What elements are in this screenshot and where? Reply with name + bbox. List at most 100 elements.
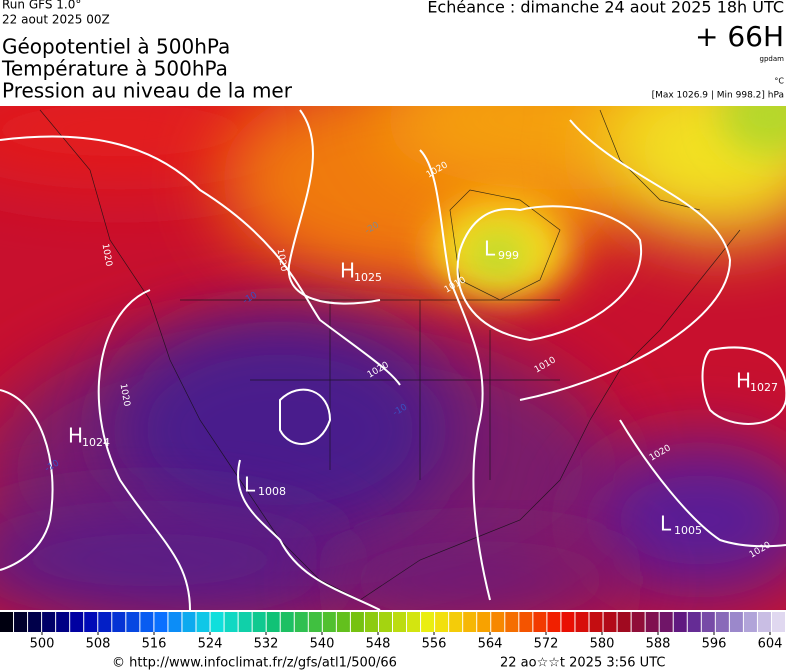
colorbar-swatch <box>603 612 617 632</box>
colorbar-tick-label: 500 <box>30 637 55 652</box>
title-line: Température à 500hPa <box>1 57 228 81</box>
pressure-center-value: 999 <box>498 249 519 262</box>
colorbar-swatch <box>407 612 421 632</box>
colorbar-swatch <box>140 612 154 632</box>
map-field <box>0 106 786 610</box>
footer-generated: 22 ao☆☆t 2025 3:56 UTC <box>500 656 665 671</box>
colorbar-swatch <box>378 612 392 632</box>
colorbar-tick-label: 604 <box>758 637 783 652</box>
pressure-center-value: 1024 <box>82 436 110 449</box>
colorbar-swatch <box>238 612 252 632</box>
colorbar-swatch <box>350 612 364 632</box>
colorbar-swatch <box>533 612 547 632</box>
colorbar-swatch <box>743 612 757 632</box>
pressure-center-type: L <box>660 512 672 536</box>
contour-label: 1020 <box>100 243 114 268</box>
footer-source: © http://www.infoclimat.fr/z/gfs/atl1/50… <box>112 656 397 671</box>
colorbar-swatch <box>631 612 645 632</box>
colorbar-swatch <box>168 612 182 632</box>
colorbar-swatch <box>687 612 701 632</box>
colorbar-swatch <box>224 612 238 632</box>
colorbar-swatch <box>266 612 280 632</box>
colorbar-tick-label: 524 <box>198 637 223 652</box>
colorbar-swatch <box>112 612 126 632</box>
colorbar-swatch <box>505 612 519 632</box>
colorbar-swatch <box>659 612 673 632</box>
colorbar-swatch <box>449 612 463 632</box>
colorbar-swatch <box>294 612 308 632</box>
colorbar-tick-label: 556 <box>422 637 447 652</box>
colorbar-swatch <box>435 612 449 632</box>
colorbar-swatch <box>645 612 659 632</box>
colorbar-swatch <box>154 612 168 632</box>
colorbar-swatch <box>126 612 140 632</box>
colorbar-swatch <box>673 612 687 632</box>
colorbar-swatch <box>575 612 589 632</box>
pressure-center-type: H <box>736 369 751 393</box>
title-line: Pression au niveau de la mer <box>2 79 293 103</box>
colorbar-tick-label: 548 <box>366 637 391 652</box>
colorbar-swatch <box>771 612 785 632</box>
colorbar-swatch <box>14 612 28 632</box>
colorbar-swatch <box>393 612 407 632</box>
contour-label: 1020 <box>118 383 132 408</box>
colorbar-swatch <box>252 612 266 632</box>
colorbar-tick-label: 516 <box>142 637 167 652</box>
colorbar-swatch <box>322 612 336 632</box>
colorbar-swatch <box>364 612 378 632</box>
colorbar-swatch <box>547 612 561 632</box>
colorbar-tick-label: 532 <box>254 637 279 652</box>
colorbar: 500 508 516 524 532 540 548 556 564 572 580 588 596 6… <box>0 612 785 652</box>
colorbar-swatch <box>701 612 715 632</box>
colorbar-swatch <box>98 612 112 632</box>
pressure-center-type: L <box>244 473 256 497</box>
colorbar-swatch <box>617 612 631 632</box>
colorbar-tick-label: 580 <box>590 637 615 652</box>
colorbar-swatch <box>477 612 491 632</box>
colorbar-swatch <box>182 612 196 632</box>
colorbar-swatch <box>463 612 477 632</box>
unit-geopotential: gpdam <box>760 55 785 63</box>
colorbar-swatch <box>491 612 505 632</box>
pressure-center-type: H <box>68 424 83 448</box>
colorbar-tick-label: 588 <box>646 637 671 652</box>
run-date: 22 aout 2025 00Z <box>2 13 110 27</box>
colorbar-tick-label: 572 <box>534 637 559 652</box>
colorbar-swatch <box>519 612 533 632</box>
colorbar-swatch <box>42 612 56 632</box>
pressure-range: [Max 1026.9 | Min 998.2] hPa <box>652 91 784 101</box>
forecast-time: Echéance : dimanche 24 aout 2025 18h UTC <box>427 0 784 17</box>
colorbar-swatch <box>56 612 70 632</box>
colorbar-swatch <box>280 612 294 632</box>
pressure-center-value: 1008 <box>258 485 286 498</box>
colorbar-swatch <box>0 612 14 632</box>
colorbar-swatch <box>196 612 210 632</box>
colorbar-swatch <box>729 612 743 632</box>
colorbar-swatch <box>421 612 435 632</box>
colorbar-swatch <box>28 612 42 632</box>
colorbar-swatch <box>84 612 98 632</box>
unit-temperature: °C <box>774 77 784 86</box>
colorbar-tick-label: 508 <box>86 637 111 652</box>
colorbar-tick-label: 564 <box>478 637 503 652</box>
colorbar-tick-label: 596 <box>702 637 727 652</box>
colorbar-swatch <box>715 612 729 632</box>
pressure-center-value: 1005 <box>674 524 702 537</box>
colorbar-swatch <box>70 612 84 632</box>
title-line: Géopotentiel à 500hPa <box>2 35 230 59</box>
colorbar-swatch <box>589 612 603 632</box>
pressure-center-value: 1025 <box>354 271 382 284</box>
pressure-center-value: 1027 <box>750 381 778 394</box>
run-label: Run GFS 1.0° <box>2 0 81 12</box>
pressure-center-type: H <box>340 259 355 283</box>
pressure-center-type: L <box>484 237 496 261</box>
colorbar-swatch <box>561 612 575 632</box>
colorbar-swatch <box>336 612 350 632</box>
colorbar-swatch <box>757 612 771 632</box>
contour-label: 1020 <box>275 248 289 273</box>
colorbar-swatch <box>308 612 322 632</box>
lead-time: + 66H <box>695 20 784 53</box>
colorbar-tick-label: 540 <box>310 637 335 652</box>
